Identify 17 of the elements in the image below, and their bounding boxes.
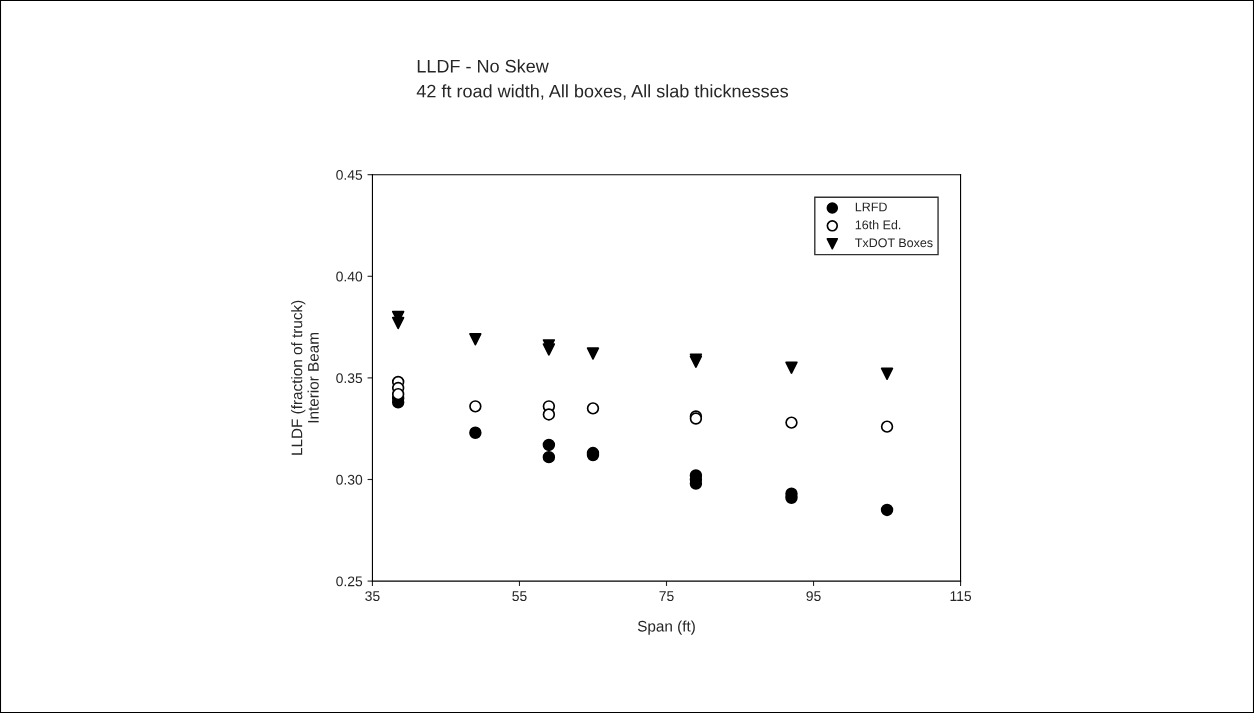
y-tick-label: 0.30 bbox=[336, 474, 363, 485]
chart-subtitle: 42 ft road width, All boxes, All slab thicknesses bbox=[416, 84, 789, 100]
x-tick-label: 75 bbox=[659, 591, 674, 602]
y-tick-label: 0.35 bbox=[336, 373, 363, 384]
x-tick-label: 35 bbox=[365, 591, 380, 602]
y-tick-label: 0.25 bbox=[336, 576, 363, 587]
x-tick-label: 95 bbox=[806, 591, 821, 602]
x-tick-label: 55 bbox=[512, 591, 527, 602]
y-tick-label: 0.45 bbox=[336, 170, 363, 180]
x-tick-label: 115 bbox=[950, 591, 972, 602]
y-axis-title: LLDF (fraction of truck) Interior Beam bbox=[291, 300, 319, 455]
legend-label: TxDOT Boxes bbox=[855, 238, 933, 248]
x-axis-title: Span (ft) bbox=[637, 620, 695, 635]
legend-label: 16th Ed. bbox=[855, 220, 901, 230]
chart-title: LLDF - No Skew bbox=[417, 59, 549, 73]
y-tick-label: 0.40 bbox=[336, 271, 363, 282]
legend-label: LRFD bbox=[855, 202, 887, 212]
